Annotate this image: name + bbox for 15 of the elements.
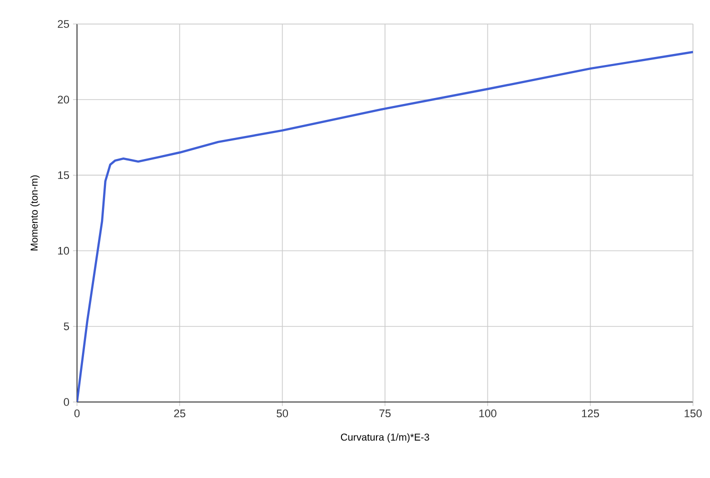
y-axis-title: Momento (ton-m) bbox=[30, 175, 40, 250]
x-tick-label: 125 bbox=[582, 410, 600, 418]
y-tick-label: 25 bbox=[58, 20, 70, 28]
x-tick-label: 150 bbox=[684, 410, 702, 418]
x-tick-label: 50 bbox=[276, 410, 288, 418]
y-tick-label: 10 bbox=[58, 246, 70, 255]
y-tick-label: 0 bbox=[64, 398, 70, 406]
x-tick-label: 25 bbox=[174, 410, 186, 418]
y-tick-label: 5 bbox=[64, 322, 70, 330]
x-tick-label: 0 bbox=[74, 410, 80, 418]
y-tick-label: 20 bbox=[58, 96, 70, 104]
x-tick-label: 100 bbox=[479, 410, 496, 418]
x-tick-label: 75 bbox=[379, 410, 391, 418]
x-axis-title: Curvatura (1/m)*E-3 bbox=[340, 433, 430, 443]
y-tick-label: 15 bbox=[58, 171, 70, 180]
